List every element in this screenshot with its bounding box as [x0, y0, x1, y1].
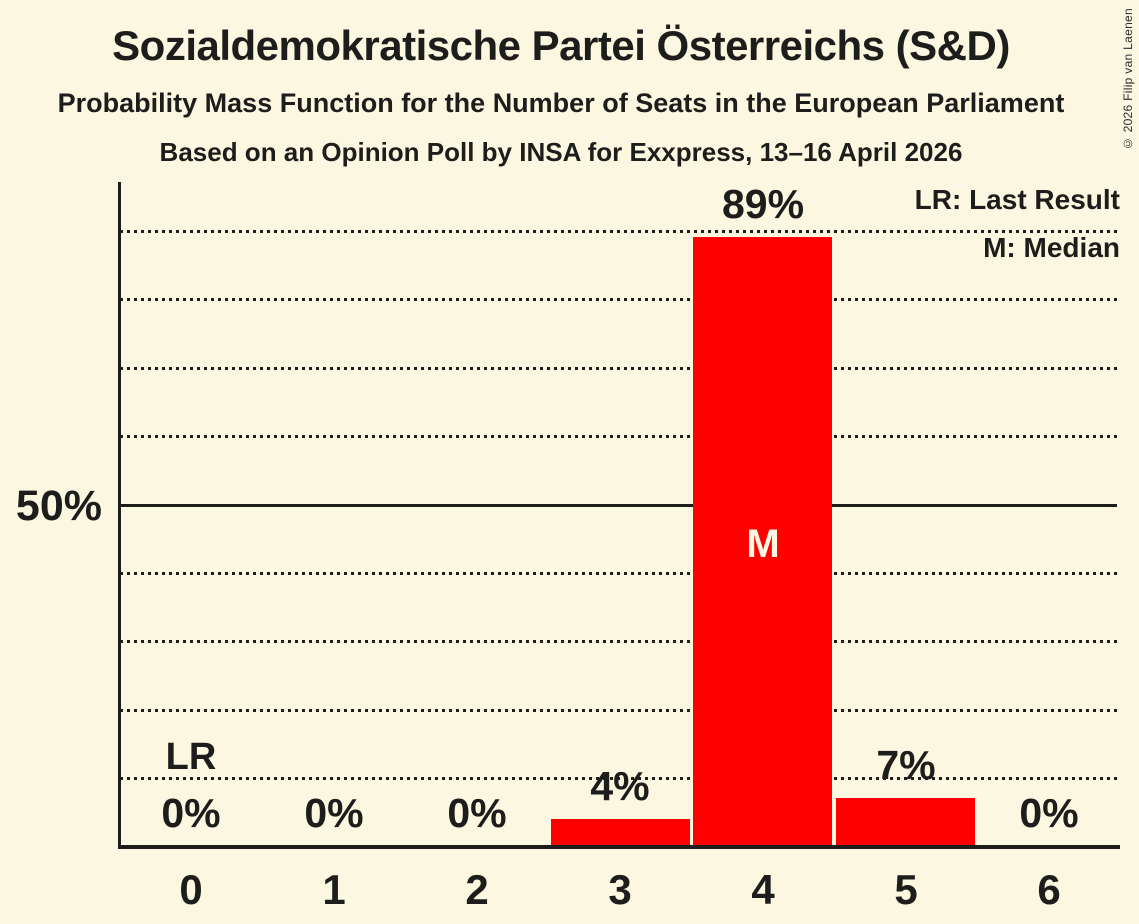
x-tick-label-3: 3 — [608, 866, 632, 913]
x-tick-label-4: 4 — [751, 866, 775, 913]
bar-label-seats-4: 89% — [721, 181, 805, 227]
gridline-20pct — [120, 709, 1117, 712]
gridline-30pct — [120, 640, 1117, 643]
bar-label-seats-6: 0% — [1019, 790, 1079, 836]
x-tick-label-2: 2 — [465, 866, 489, 913]
chart-subtitle: Probability Mass Function for the Number… — [57, 88, 1065, 118]
gridline-90pct — [120, 230, 1117, 233]
legend-last-result: LR: Last Result — [914, 184, 1120, 215]
x-tick-label-6: 6 — [1037, 866, 1061, 913]
bar-label-seats-2: 0% — [447, 790, 507, 836]
x-axis-line — [118, 845, 1120, 849]
gridline-40pct — [120, 572, 1117, 575]
bar-label-seats-3: 4% — [590, 763, 650, 809]
gridline-60pct — [120, 435, 1117, 438]
bar-label-seats-1: 0% — [304, 790, 364, 836]
chart-source-line: Based on an Opinion Poll by INSA for Exx… — [159, 137, 963, 167]
majority-line-50pct — [120, 504, 1117, 507]
plot-area — [120, 182, 1120, 846]
last-result-marker: LR — [165, 736, 217, 778]
x-tick-label-0: 0 — [179, 866, 203, 913]
bar-seats-5 — [836, 798, 975, 846]
bar-seats-3 — [551, 819, 690, 846]
x-tick-label-5: 5 — [894, 866, 918, 913]
bar-label-seats-0: 0% — [161, 790, 221, 836]
bar-seats-4 — [693, 237, 832, 846]
chart-title: Sozialdemokratische Partei Österreichs (… — [112, 22, 1010, 69]
legend-median: M: Median — [983, 232, 1120, 263]
gridline-70pct — [120, 367, 1117, 370]
gridline-80pct — [120, 298, 1117, 301]
x-tick-label-1: 1 — [322, 866, 346, 913]
bar-label-seats-5: 7% — [876, 742, 936, 788]
median-marker: M — [746, 522, 780, 566]
y-axis-line — [118, 182, 121, 849]
copyright-notice: © 2026 Filip van Laenen — [1121, 8, 1135, 151]
y-axis-tick-label: 50% — [15, 482, 102, 530]
gridline-10pct — [120, 777, 1117, 780]
